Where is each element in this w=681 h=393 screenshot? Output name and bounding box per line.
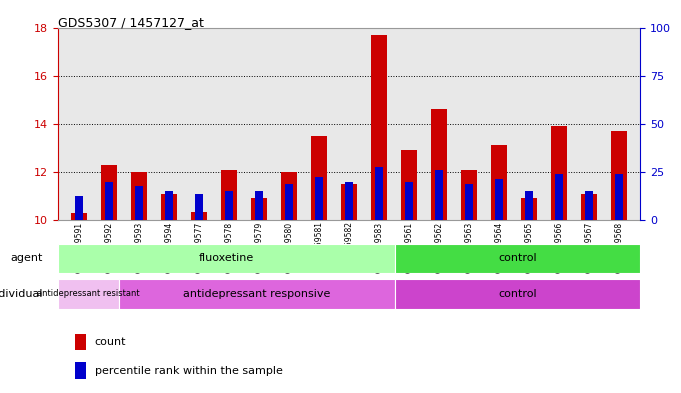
Bar <box>491 145 507 220</box>
Bar <box>551 126 567 220</box>
Bar <box>340 184 358 220</box>
Bar <box>76 362 86 379</box>
Bar <box>465 184 473 220</box>
Bar <box>101 165 117 220</box>
Bar <box>611 131 627 220</box>
Text: individual: individual <box>0 289 43 299</box>
Bar <box>119 279 395 309</box>
Bar <box>345 182 353 220</box>
Bar <box>401 150 417 220</box>
Text: antidepressant responsive: antidepressant responsive <box>183 289 331 299</box>
Bar <box>161 194 177 220</box>
Bar <box>221 169 237 220</box>
Bar <box>165 191 173 220</box>
Bar <box>586 191 593 220</box>
Bar <box>395 244 640 273</box>
Bar <box>556 174 563 220</box>
Text: count: count <box>95 337 126 347</box>
Bar <box>76 334 86 350</box>
Bar <box>136 186 142 220</box>
Bar <box>75 196 82 220</box>
Bar <box>255 191 263 220</box>
Bar <box>461 169 477 220</box>
Text: control: control <box>498 289 537 299</box>
Bar <box>431 109 447 220</box>
Bar <box>191 212 207 220</box>
Bar <box>616 174 623 220</box>
Bar <box>405 182 413 220</box>
Bar <box>58 279 119 309</box>
Text: agent: agent <box>10 253 43 263</box>
Bar <box>58 244 395 273</box>
Bar <box>71 213 87 220</box>
Bar <box>251 198 267 220</box>
Bar <box>131 172 147 220</box>
Bar <box>370 35 387 220</box>
Bar <box>285 184 293 220</box>
Text: fluoxetine: fluoxetine <box>199 253 254 263</box>
Bar <box>395 279 640 309</box>
Text: GDS5307 / 1457127_at: GDS5307 / 1457127_at <box>58 16 204 29</box>
Bar <box>225 191 233 220</box>
Bar <box>281 172 297 220</box>
Bar <box>521 198 537 220</box>
Text: percentile rank within the sample: percentile rank within the sample <box>95 366 283 376</box>
Bar <box>495 179 503 220</box>
Text: control: control <box>498 253 537 263</box>
Bar <box>315 177 323 220</box>
Bar <box>435 169 443 220</box>
Text: antidepressant resistant: antidepressant resistant <box>37 289 140 298</box>
Bar <box>195 194 203 220</box>
Bar <box>311 136 328 220</box>
Bar <box>105 182 112 220</box>
Bar <box>525 191 533 220</box>
Bar <box>375 167 383 220</box>
Bar <box>581 194 597 220</box>
